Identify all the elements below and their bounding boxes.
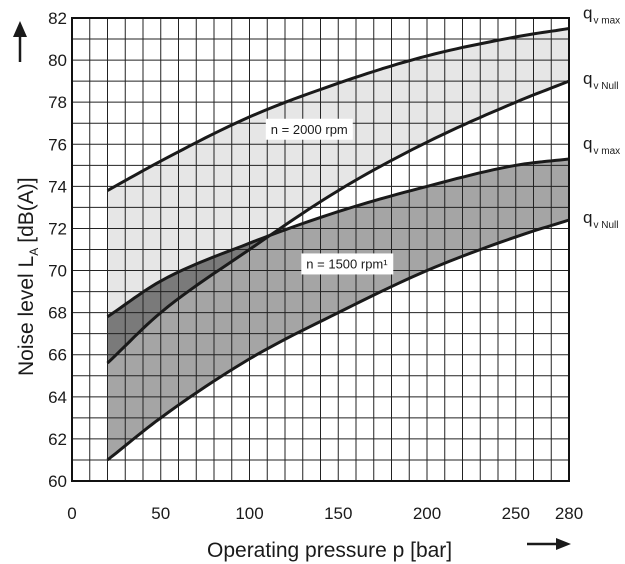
- y-tick-label: 82: [48, 9, 67, 28]
- y-axis-arrow-icon: [13, 21, 27, 62]
- tick-labels: 60 62 64 66 68 70 72 74 76 78 80 82 0 50 100 150 200 250 2…: [48, 9, 583, 523]
- y-tick-label: 62: [48, 430, 67, 449]
- x-tick-label: 250: [502, 504, 530, 523]
- y-tick-label: 66: [48, 346, 67, 365]
- series-labels: qv max qv Null n = 2000 rpm qv max qv Null n …: [265, 4, 620, 275]
- y-tick-label: 68: [48, 304, 67, 323]
- curve-band0-lower: [106, 79, 570, 365]
- y-tick-label: 64: [48, 388, 67, 407]
- y-tick-label: 74: [48, 177, 67, 196]
- band-annotation-text: n = 1500 rpm¹: [306, 256, 388, 271]
- band-annotation-text: n = 2000 rpm: [271, 122, 348, 137]
- curve-band0-upper: [106, 27, 570, 192]
- y-axis-label: Noise level LA[dB(A)]: [15, 177, 41, 376]
- curve-band1-upper: [106, 157, 570, 319]
- plot-frame: [71, 17, 570, 482]
- x-tick-label: 100: [235, 504, 263, 523]
- x-axis-arrow-icon: [527, 538, 571, 550]
- x-tick-label: 200: [413, 504, 441, 523]
- x-tick-label: 0: [67, 504, 76, 523]
- band-annotation-box: [265, 118, 353, 140]
- series-curves: [106, 27, 570, 462]
- series-label-band0-upper: qv max: [583, 4, 620, 27]
- x-tick-label: 50: [151, 504, 170, 523]
- band-annotation-box: [301, 253, 394, 275]
- y-tick-label: 76: [48, 135, 67, 154]
- axes: [71, 17, 570, 482]
- series-label-band1-lower: qv Null: [583, 208, 618, 231]
- x-tick-label: 280: [555, 504, 583, 523]
- x-tick-label: 150: [324, 504, 352, 523]
- band-fill-0: [107, 28, 569, 364]
- y-tick-label: 70: [48, 262, 67, 281]
- y-tick-label: 80: [48, 51, 67, 70]
- curve-band1-lower: [106, 218, 570, 462]
- y-tick-label: 72: [48, 219, 67, 238]
- band-annotation-0: n = 2000 rpm: [265, 118, 353, 140]
- y-tick-label: 60: [48, 472, 67, 491]
- series-label-band1-upper: qv max: [583, 134, 620, 157]
- y-axis-label-unit: [dB(A)]: [15, 177, 38, 242]
- y-axis-label-subscript: A: [27, 248, 41, 256]
- series-label-band0-lower: qv Null: [583, 69, 618, 92]
- x-axis-label: Operating pressure p [bar]: [207, 539, 452, 562]
- band-annotation-1: n = 1500 rpm¹: [301, 253, 394, 275]
- y-tick-label: 78: [48, 93, 67, 112]
